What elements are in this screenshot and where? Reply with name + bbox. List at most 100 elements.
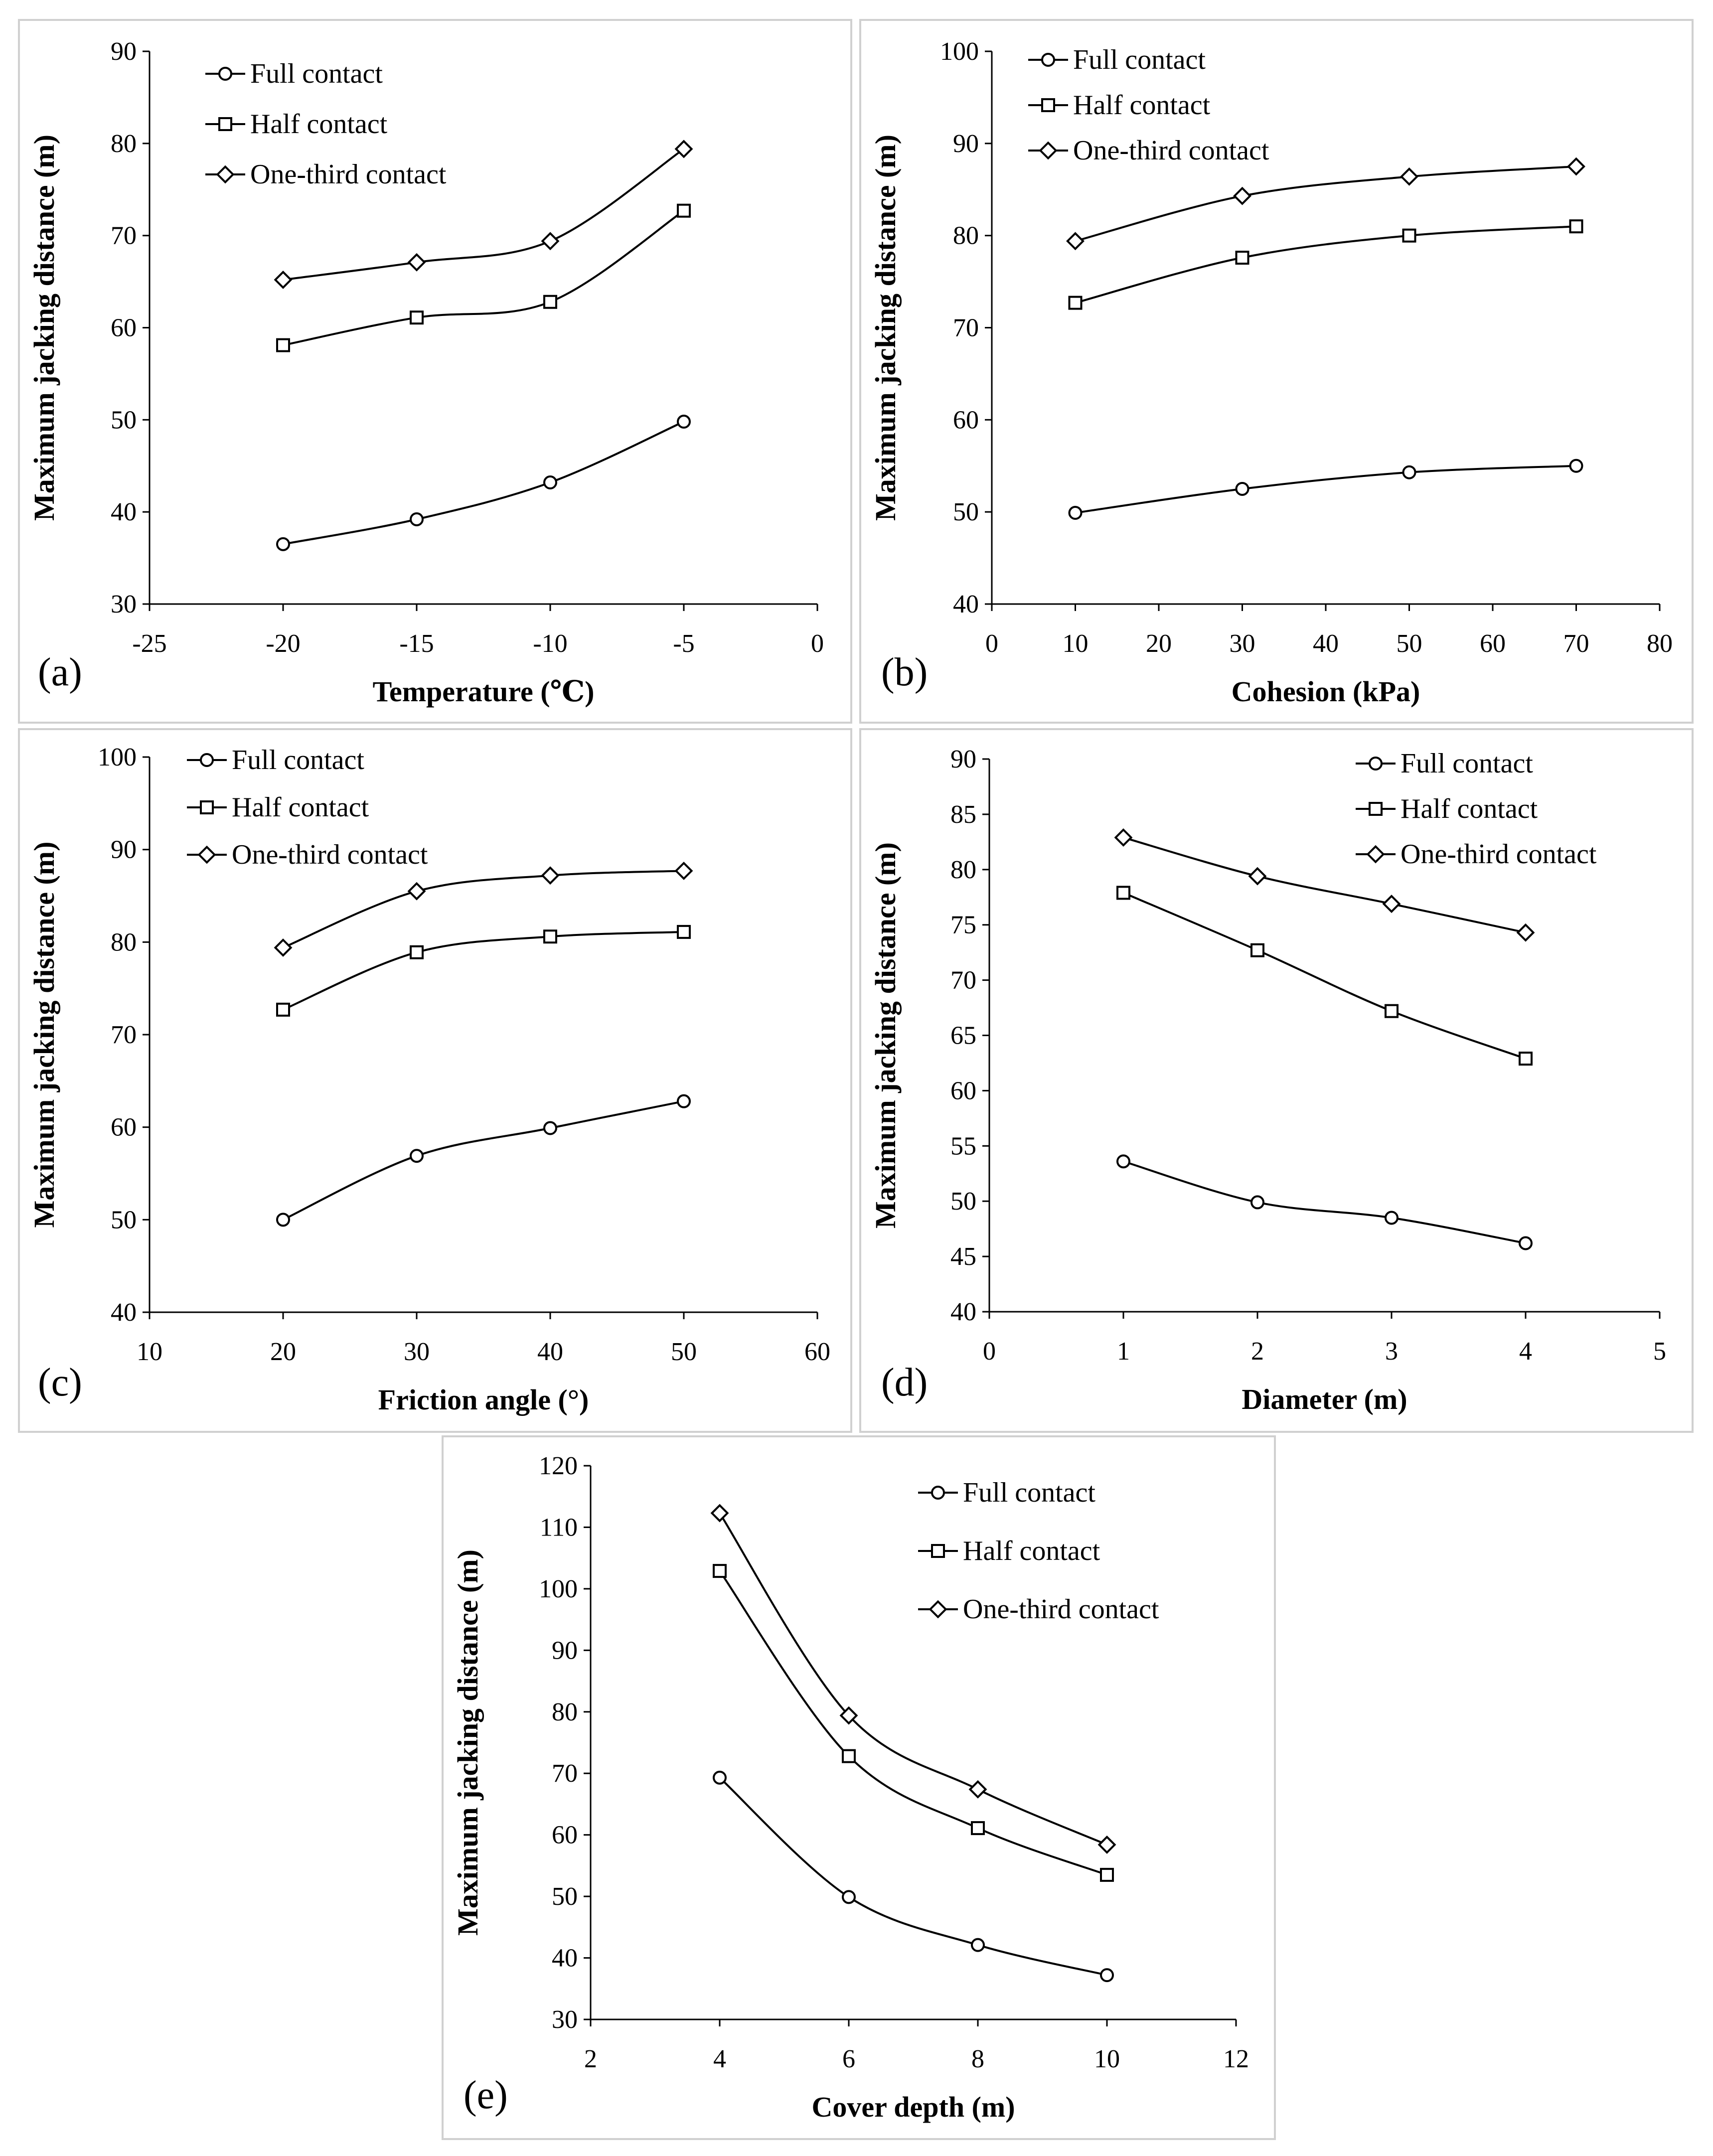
y-tick-label: 60 xyxy=(953,406,979,434)
data-point-square xyxy=(1068,296,1083,310)
y-tick-label: 80 xyxy=(552,1698,578,1726)
legend-marker-diamond xyxy=(929,1600,947,1619)
series-line-square xyxy=(1075,225,1576,304)
data-point-square xyxy=(1402,228,1416,243)
x-tick-label: 5 xyxy=(1653,1337,1666,1366)
x-axis-title: Cover depth (m) xyxy=(811,2091,1015,2123)
x-tick-label: -25 xyxy=(132,629,166,658)
data-point-diamond xyxy=(1248,867,1267,886)
legend-label: Half contact xyxy=(963,1536,1100,1566)
legend-label: Full contact xyxy=(963,1477,1095,1508)
x-tick-label: 4 xyxy=(1519,1337,1532,1366)
data-point-diamond xyxy=(1382,895,1401,913)
y-tick-label: 100 xyxy=(98,743,137,771)
x-tick-label: -20 xyxy=(266,629,300,658)
data-point-square xyxy=(1100,1867,1114,1882)
data-point-diamond xyxy=(1097,1835,1116,1854)
data-point-circle xyxy=(543,1121,557,1135)
y-tick-label: 40 xyxy=(953,590,979,618)
data-point-diamond xyxy=(1567,157,1585,176)
legend-marker-diamond xyxy=(1366,845,1385,864)
data-point-diamond xyxy=(274,270,293,289)
data-point-square xyxy=(410,310,424,325)
y-axis-title: Maximum jacking distance (m) xyxy=(28,135,60,521)
data-point-diamond xyxy=(1400,167,1418,186)
data-point-diamond xyxy=(1233,186,1251,205)
chart-panel-5: 30 40 50 60 70 80 90 100 110 120 2 4 6 8 10 12 Cover dep… xyxy=(442,1435,1276,2140)
data-point-square xyxy=(971,1821,985,1836)
x-tick-label: 8 xyxy=(971,2045,984,2073)
y-tick-label: 50 xyxy=(950,1187,976,1216)
panel-label: (d) xyxy=(881,1361,928,1404)
data-point-circle xyxy=(1385,1211,1399,1225)
data-point-diamond xyxy=(541,232,560,251)
x-axis-title: Diameter (m) xyxy=(1242,1383,1407,1415)
x-tick-label: 60 xyxy=(804,1338,830,1366)
y-tick-label: 60 xyxy=(111,1113,137,1142)
x-tick-label: 10 xyxy=(137,1338,162,1366)
legend-marker-diamond xyxy=(1039,141,1058,160)
data-point-circle xyxy=(713,1770,727,1785)
x-tick-label: 50 xyxy=(1397,629,1422,658)
data-point-circle xyxy=(842,1890,856,1904)
data-point-square xyxy=(410,945,424,959)
legend-marker-circle xyxy=(931,1486,945,1500)
x-tick-label: 70 xyxy=(1563,629,1589,658)
y-tick-label: 90 xyxy=(552,1636,578,1665)
data-point-square xyxy=(1250,943,1264,957)
legend-label: One-third contact xyxy=(232,839,428,870)
y-tick-label: 110 xyxy=(540,1513,578,1541)
data-point-circle xyxy=(276,537,290,551)
data-point-circle xyxy=(1250,1195,1264,1210)
legend-marker-circle xyxy=(218,67,232,81)
panel-border xyxy=(859,728,1694,1433)
data-point-circle xyxy=(1235,481,1249,496)
panel-label: (c) xyxy=(38,1361,82,1404)
x-axis-title: Temperature (℃) xyxy=(373,675,595,708)
x-tick-label: 0 xyxy=(811,629,824,658)
series-line-diamond xyxy=(1123,836,1526,934)
series-line-diamond xyxy=(1075,165,1576,242)
y-tick-label: 40 xyxy=(552,1944,578,1973)
y-tick-label: 100 xyxy=(940,37,979,66)
data-point-diamond xyxy=(541,866,560,885)
y-tick-label: 30 xyxy=(111,590,137,618)
y-tick-label: 70 xyxy=(953,314,979,342)
legend-label: One-third contact xyxy=(1073,135,1269,166)
y-axis-title: Maximum jacking distance (m) xyxy=(869,135,902,521)
series-line-square xyxy=(283,210,685,346)
data-point-diamond xyxy=(968,1780,987,1799)
x-tick-label: 3 xyxy=(1385,1337,1398,1366)
data-point-circle xyxy=(1068,506,1083,520)
y-tick-label: 50 xyxy=(552,1882,578,1911)
data-point-square xyxy=(677,203,691,218)
y-tick-label: 90 xyxy=(111,836,137,864)
data-point-diamond xyxy=(1114,828,1133,847)
series-line-circle xyxy=(1123,1160,1526,1244)
y-tick-label: 60 xyxy=(950,1077,976,1105)
y-tick-label: 90 xyxy=(953,130,979,158)
y-tick-label: 70 xyxy=(111,1021,137,1049)
data-point-diamond xyxy=(407,882,426,901)
y-tick-label: 70 xyxy=(111,222,137,250)
data-point-diamond xyxy=(710,1504,729,1523)
x-tick-label: 20 xyxy=(270,1338,296,1366)
y-tick-label: 30 xyxy=(552,2005,578,2034)
y-tick-label: 90 xyxy=(111,37,137,66)
legend-label: One-third contact xyxy=(963,1594,1159,1625)
y-tick-label: 40 xyxy=(950,1298,976,1326)
legend-label: Full contact xyxy=(1073,44,1206,75)
data-point-square xyxy=(1519,1052,1533,1066)
data-point-square xyxy=(1116,886,1130,900)
y-tick-label: 40 xyxy=(111,1298,137,1327)
data-point-diamond xyxy=(407,253,426,272)
y-tick-label: 50 xyxy=(111,406,137,434)
series-line-circle xyxy=(283,1100,684,1221)
legend-label: Half contact xyxy=(250,109,388,140)
data-point-diamond xyxy=(839,1706,858,1725)
data-point-diamond xyxy=(1516,923,1535,942)
y-axis-title: Maximum jacking distance (m) xyxy=(869,842,902,1229)
legend-label: Full contact xyxy=(232,745,364,775)
